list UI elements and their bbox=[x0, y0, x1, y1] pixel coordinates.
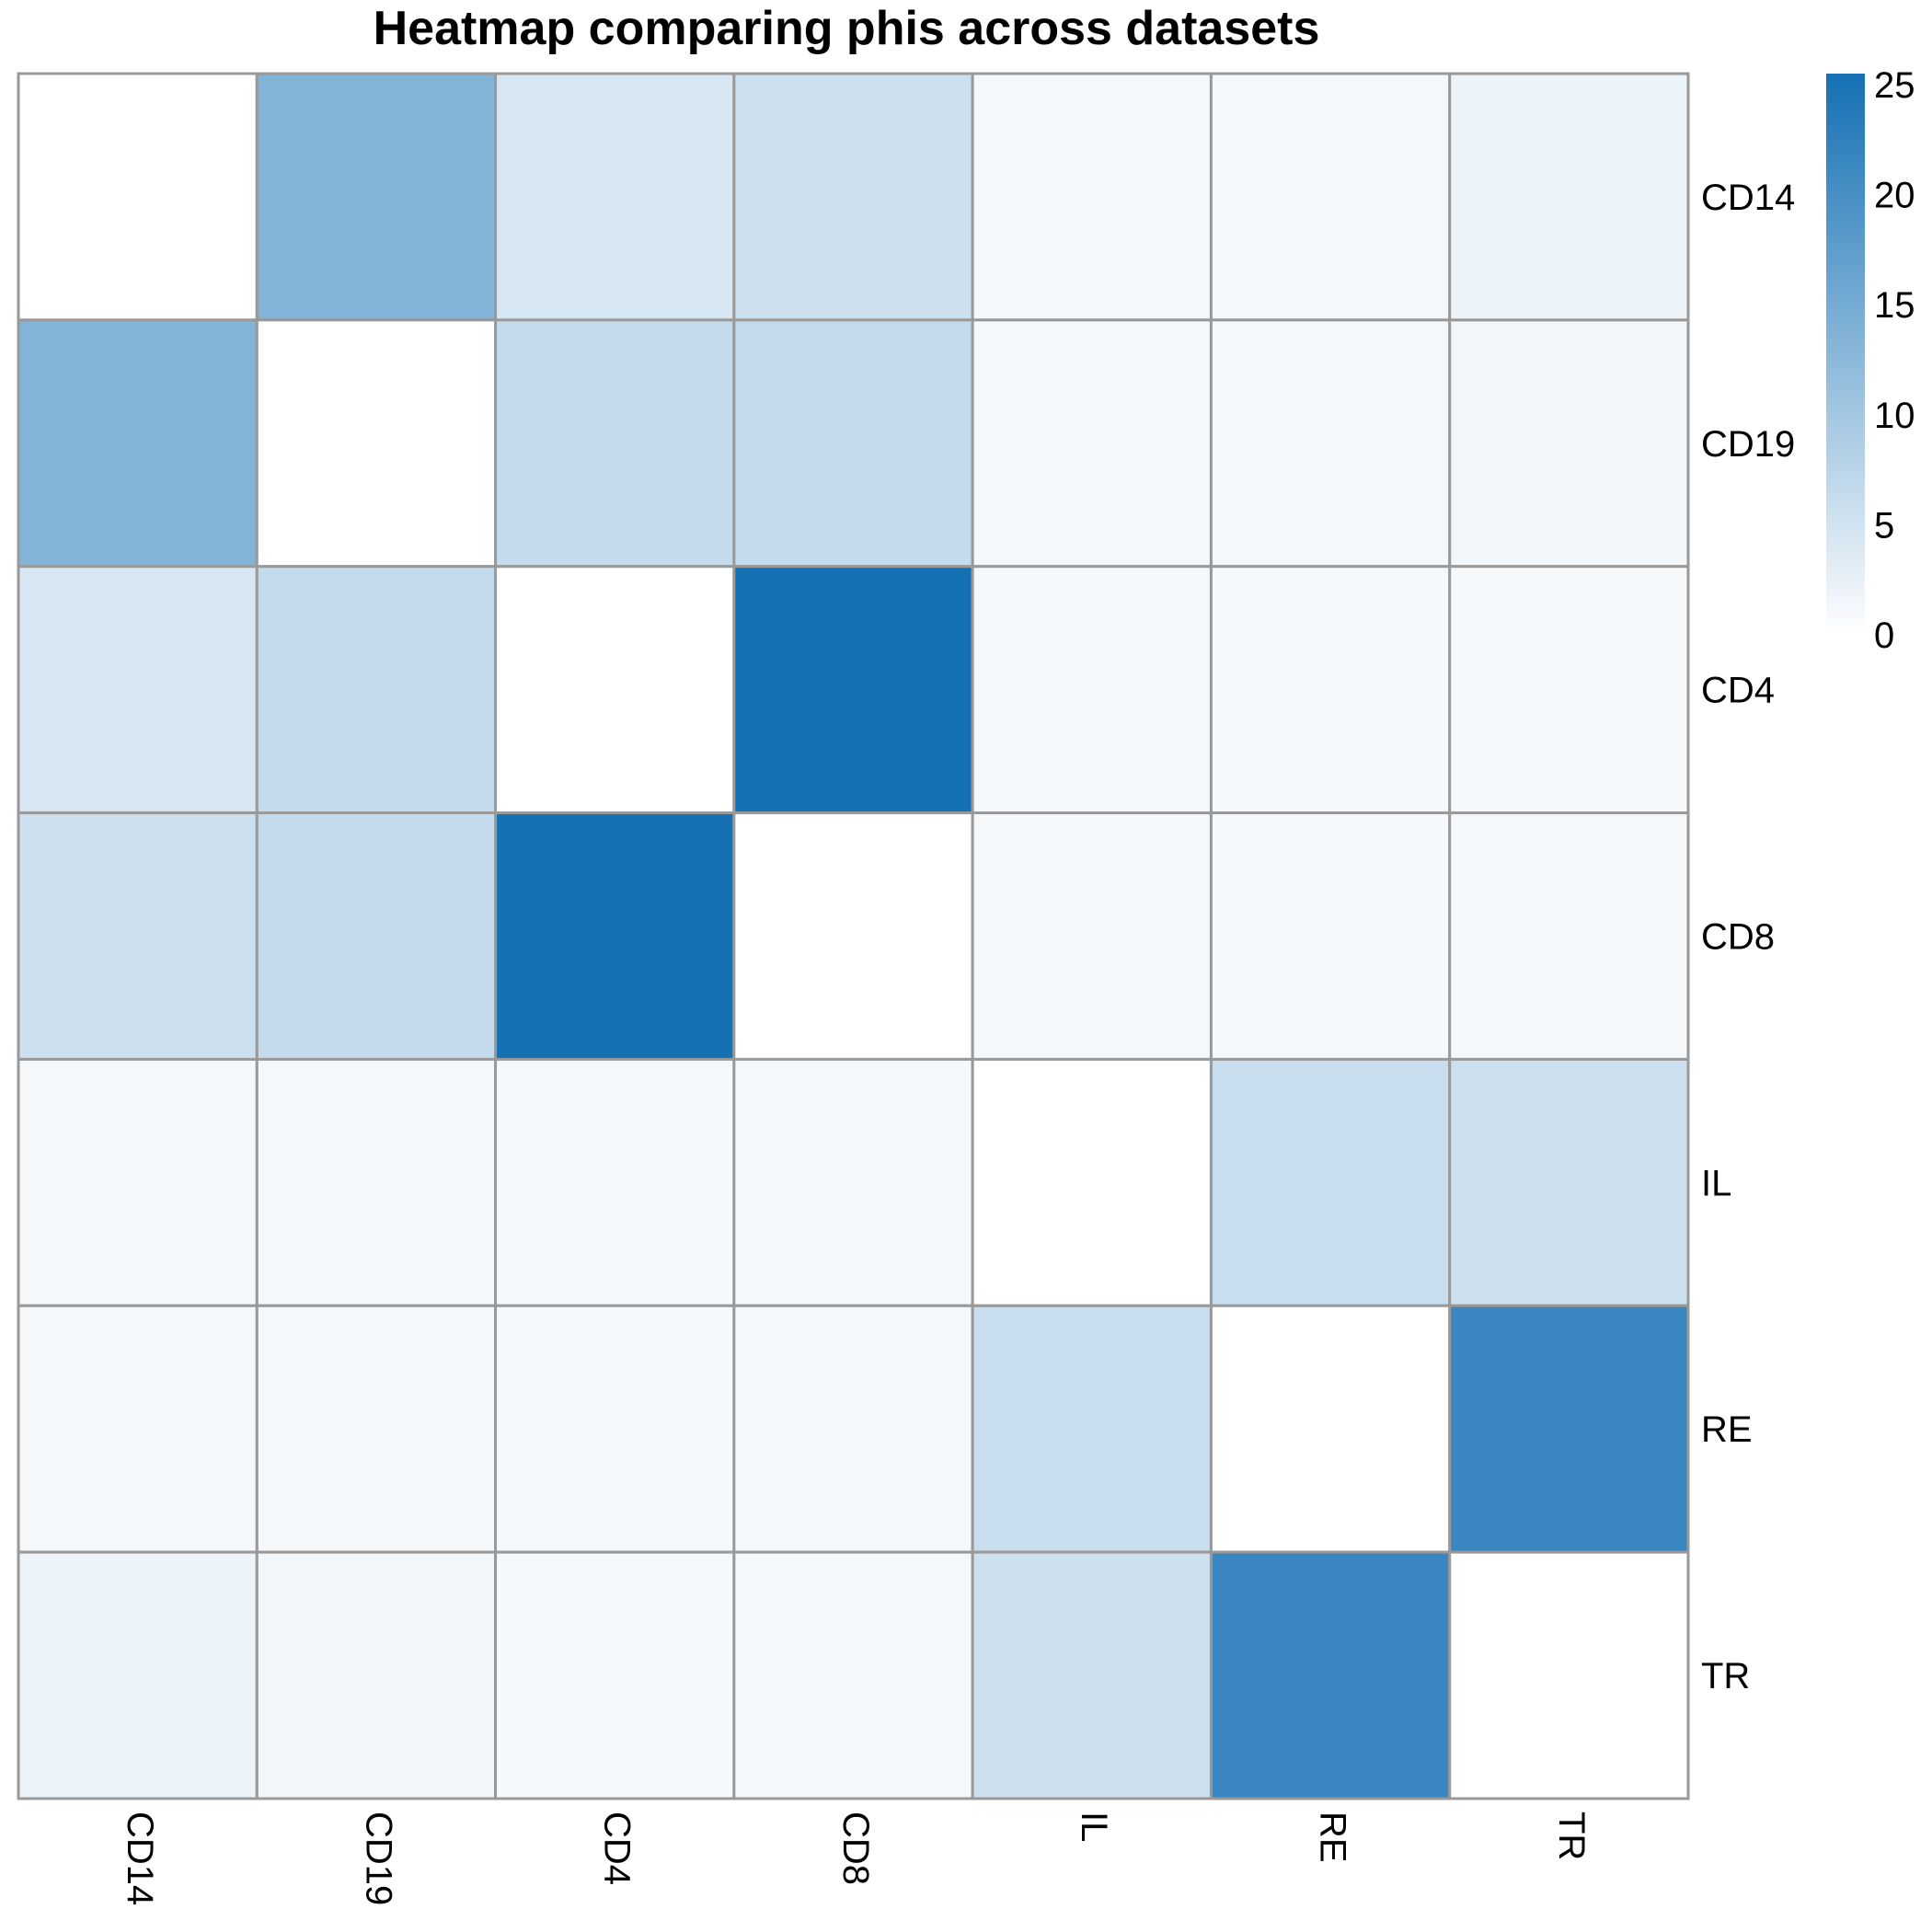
heatmap-cell-TR-CD19 bbox=[255, 1550, 498, 1800]
heatmap-cell-CD4-IL bbox=[971, 565, 1213, 815]
column-label-CD4: CD4 bbox=[597, 1811, 638, 1885]
chart-title: Heatmap comparing phis across datasets bbox=[374, 2, 1320, 55]
legend-ticks: 0 5 10 15 20 25 bbox=[1874, 65, 1915, 656]
legend-tick-15: 15 bbox=[1874, 285, 1915, 326]
row-label-IL: IL bbox=[1701, 1163, 1731, 1203]
heatmap-cell-CD19-TR bbox=[1448, 318, 1690, 569]
heatmap-cell-CD14-CD19 bbox=[255, 72, 498, 322]
row-label-CD14: CD14 bbox=[1701, 178, 1795, 218]
heatmap-cell-RE-CD14 bbox=[17, 1304, 259, 1554]
heatmap-cell-CD19-CD4 bbox=[494, 318, 736, 569]
column-label-IL: IL bbox=[1074, 1811, 1114, 1842]
heatmap-cell-CD4-TR bbox=[1448, 565, 1690, 815]
heatmap-cell-IL-IL bbox=[971, 1057, 1213, 1307]
row-label-CD4: CD4 bbox=[1701, 671, 1775, 711]
heatmap-cell-IL-RE bbox=[1209, 1057, 1452, 1307]
row-labels: CD14 CD19 CD4 CD8 IL RE TR bbox=[1701, 178, 1795, 1696]
color-legend: 0 5 10 15 20 25 bbox=[1826, 65, 1915, 656]
heatmap-cell-TR-CD8 bbox=[732, 1550, 974, 1800]
heatmap-cell-TR-TR bbox=[1448, 1550, 1690, 1800]
legend-tick-10: 10 bbox=[1874, 396, 1915, 436]
heatmap-cell-CD8-CD4 bbox=[494, 811, 736, 1061]
row-label-CD19: CD19 bbox=[1701, 424, 1795, 465]
column-labels: CD14 CD19 CD4 CD8 IL RE TR bbox=[120, 1811, 1592, 1905]
legend-tick-20: 20 bbox=[1874, 176, 1915, 216]
heatmap-cell-IL-TR bbox=[1448, 1057, 1690, 1307]
heatmap-cell-RE-CD19 bbox=[255, 1304, 498, 1554]
heatmap-cell-CD8-IL bbox=[971, 811, 1213, 1061]
heatmap-cell-CD14-CD4 bbox=[494, 72, 736, 322]
heatmap-cell-CD14-IL bbox=[971, 72, 1213, 322]
column-label-CD19: CD19 bbox=[358, 1811, 398, 1905]
heatmap-cell-CD4-CD4 bbox=[494, 565, 736, 815]
heatmap-cell-IL-CD19 bbox=[255, 1057, 498, 1307]
legend-color-bar bbox=[1826, 74, 1865, 635]
heatmap-cell-RE-TR bbox=[1448, 1304, 1690, 1554]
heatmap-cells bbox=[17, 72, 1690, 1800]
heatmap-cell-CD4-CD14 bbox=[17, 565, 259, 815]
heatmap-cell-IL-CD14 bbox=[17, 1057, 259, 1307]
heatmap-cell-CD4-CD8 bbox=[732, 565, 974, 815]
heatmap-cell-CD4-CD19 bbox=[255, 565, 498, 815]
heatmap-cell-RE-IL bbox=[971, 1304, 1213, 1554]
row-label-RE: RE bbox=[1701, 1409, 1753, 1450]
heatmap-cell-TR-IL bbox=[971, 1550, 1213, 1800]
heatmap-cell-CD14-CD14 bbox=[17, 72, 259, 322]
row-label-TR: TR bbox=[1701, 1656, 1750, 1696]
column-label-TR: TR bbox=[1551, 1811, 1592, 1860]
legend-tick-5: 5 bbox=[1874, 505, 1894, 546]
heatmap-cell-TR-CD14 bbox=[17, 1550, 259, 1800]
heatmap-cell-TR-CD4 bbox=[494, 1550, 736, 1800]
column-label-RE: RE bbox=[1313, 1811, 1353, 1863]
heatmap-cell-RE-CD4 bbox=[494, 1304, 736, 1554]
heatmap-cell-CD4-RE bbox=[1209, 565, 1452, 815]
heatmap-cell-IL-CD8 bbox=[732, 1057, 974, 1307]
heatmap-cell-CD8-TR bbox=[1448, 811, 1690, 1061]
heatmap-cell-CD14-RE bbox=[1209, 72, 1452, 322]
heatmap-cell-CD14-TR bbox=[1448, 72, 1690, 322]
heatmap-cell-CD19-CD19 bbox=[255, 318, 498, 569]
heatmap-cell-RE-CD8 bbox=[732, 1304, 974, 1554]
row-label-CD8: CD8 bbox=[1701, 917, 1775, 958]
heatmap-cell-CD8-RE bbox=[1209, 811, 1452, 1061]
heatmap-cell-CD8-CD19 bbox=[255, 811, 498, 1061]
heatmap-cell-CD19-CD14 bbox=[17, 318, 259, 569]
legend-tick-0: 0 bbox=[1874, 615, 1894, 656]
heatmap-cell-CD19-IL bbox=[971, 318, 1213, 569]
heatmap-cell-IL-CD4 bbox=[494, 1057, 736, 1307]
legend-tick-25: 25 bbox=[1874, 65, 1915, 106]
column-label-CD14: CD14 bbox=[120, 1811, 160, 1905]
heatmap-cell-CD19-RE bbox=[1209, 318, 1452, 569]
heatmap-cell-TR-RE bbox=[1209, 1550, 1452, 1800]
heatmap-cell-RE-RE bbox=[1209, 1304, 1452, 1554]
heatmap-cell-CD8-CD8 bbox=[732, 811, 974, 1061]
heatmap-cell-CD8-CD14 bbox=[17, 811, 259, 1061]
column-label-CD8: CD8 bbox=[835, 1811, 876, 1885]
heatmap-cell-CD19-CD8 bbox=[732, 318, 974, 569]
heatmap-cell-CD14-CD8 bbox=[732, 72, 974, 322]
